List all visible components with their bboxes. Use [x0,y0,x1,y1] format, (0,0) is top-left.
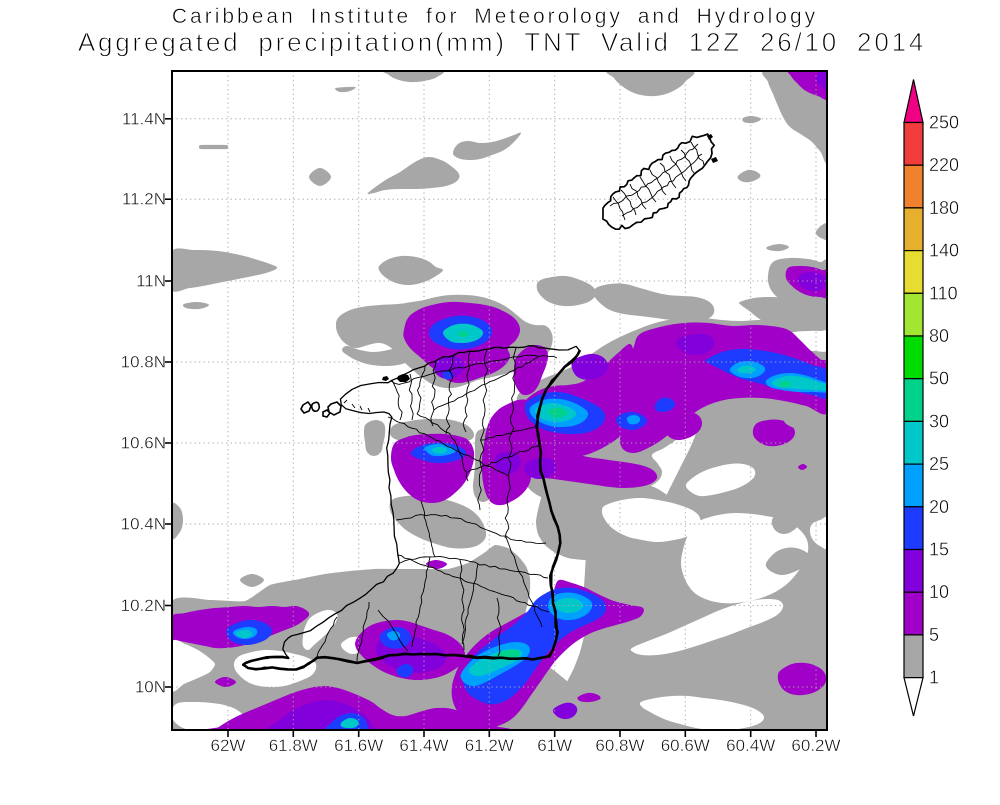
svg-text:61.4W: 61.4W [399,736,448,755]
svg-text:11.2N: 11.2N [122,190,166,209]
svg-text:62W: 62W [211,736,246,755]
svg-text:60.6W: 60.6W [661,736,710,755]
svg-text:61.6W: 61.6W [334,736,383,755]
svg-text:25: 25 [929,454,949,474]
svg-text:220: 220 [929,155,959,175]
svg-text:10.6N: 10.6N [121,434,166,453]
svg-text:250: 250 [929,113,959,133]
svg-text:10.4N: 10.4N [121,515,166,534]
svg-text:50: 50 [929,369,949,389]
svg-text:5: 5 [929,625,939,645]
svg-text:60.4W: 60.4W [726,736,775,755]
svg-text:30: 30 [929,411,949,431]
svg-text:1: 1 [929,668,939,688]
svg-text:140: 140 [929,241,959,261]
svg-text:10.2N: 10.2N [121,596,166,615]
svg-text:15: 15 [929,540,949,560]
svg-text:60.2W: 60.2W [791,736,840,755]
svg-text:10.8N: 10.8N [121,353,166,372]
svg-text:20: 20 [929,497,949,517]
svg-text:61W: 61W [537,736,572,755]
svg-text:11N: 11N [136,272,166,291]
svg-text:80: 80 [929,326,949,346]
svg-text:10N: 10N [135,678,166,697]
svg-text:180: 180 [929,198,959,218]
svg-text:11.4N: 11.4N [122,109,166,128]
svg-text:61.8W: 61.8W [269,736,318,755]
svg-text:60.8W: 60.8W [595,736,644,755]
svg-text:Caribbean Institute for Meteor: Caribbean Institute for Meteorology and … [172,5,818,28]
svg-text:61.2W: 61.2W [465,736,514,755]
svg-text:10: 10 [929,582,949,602]
svg-text:Aggregated precipitation(mm) T: Aggregated precipitation(mm) TNT Valid 1… [78,27,926,57]
svg-text:110: 110 [929,283,958,303]
